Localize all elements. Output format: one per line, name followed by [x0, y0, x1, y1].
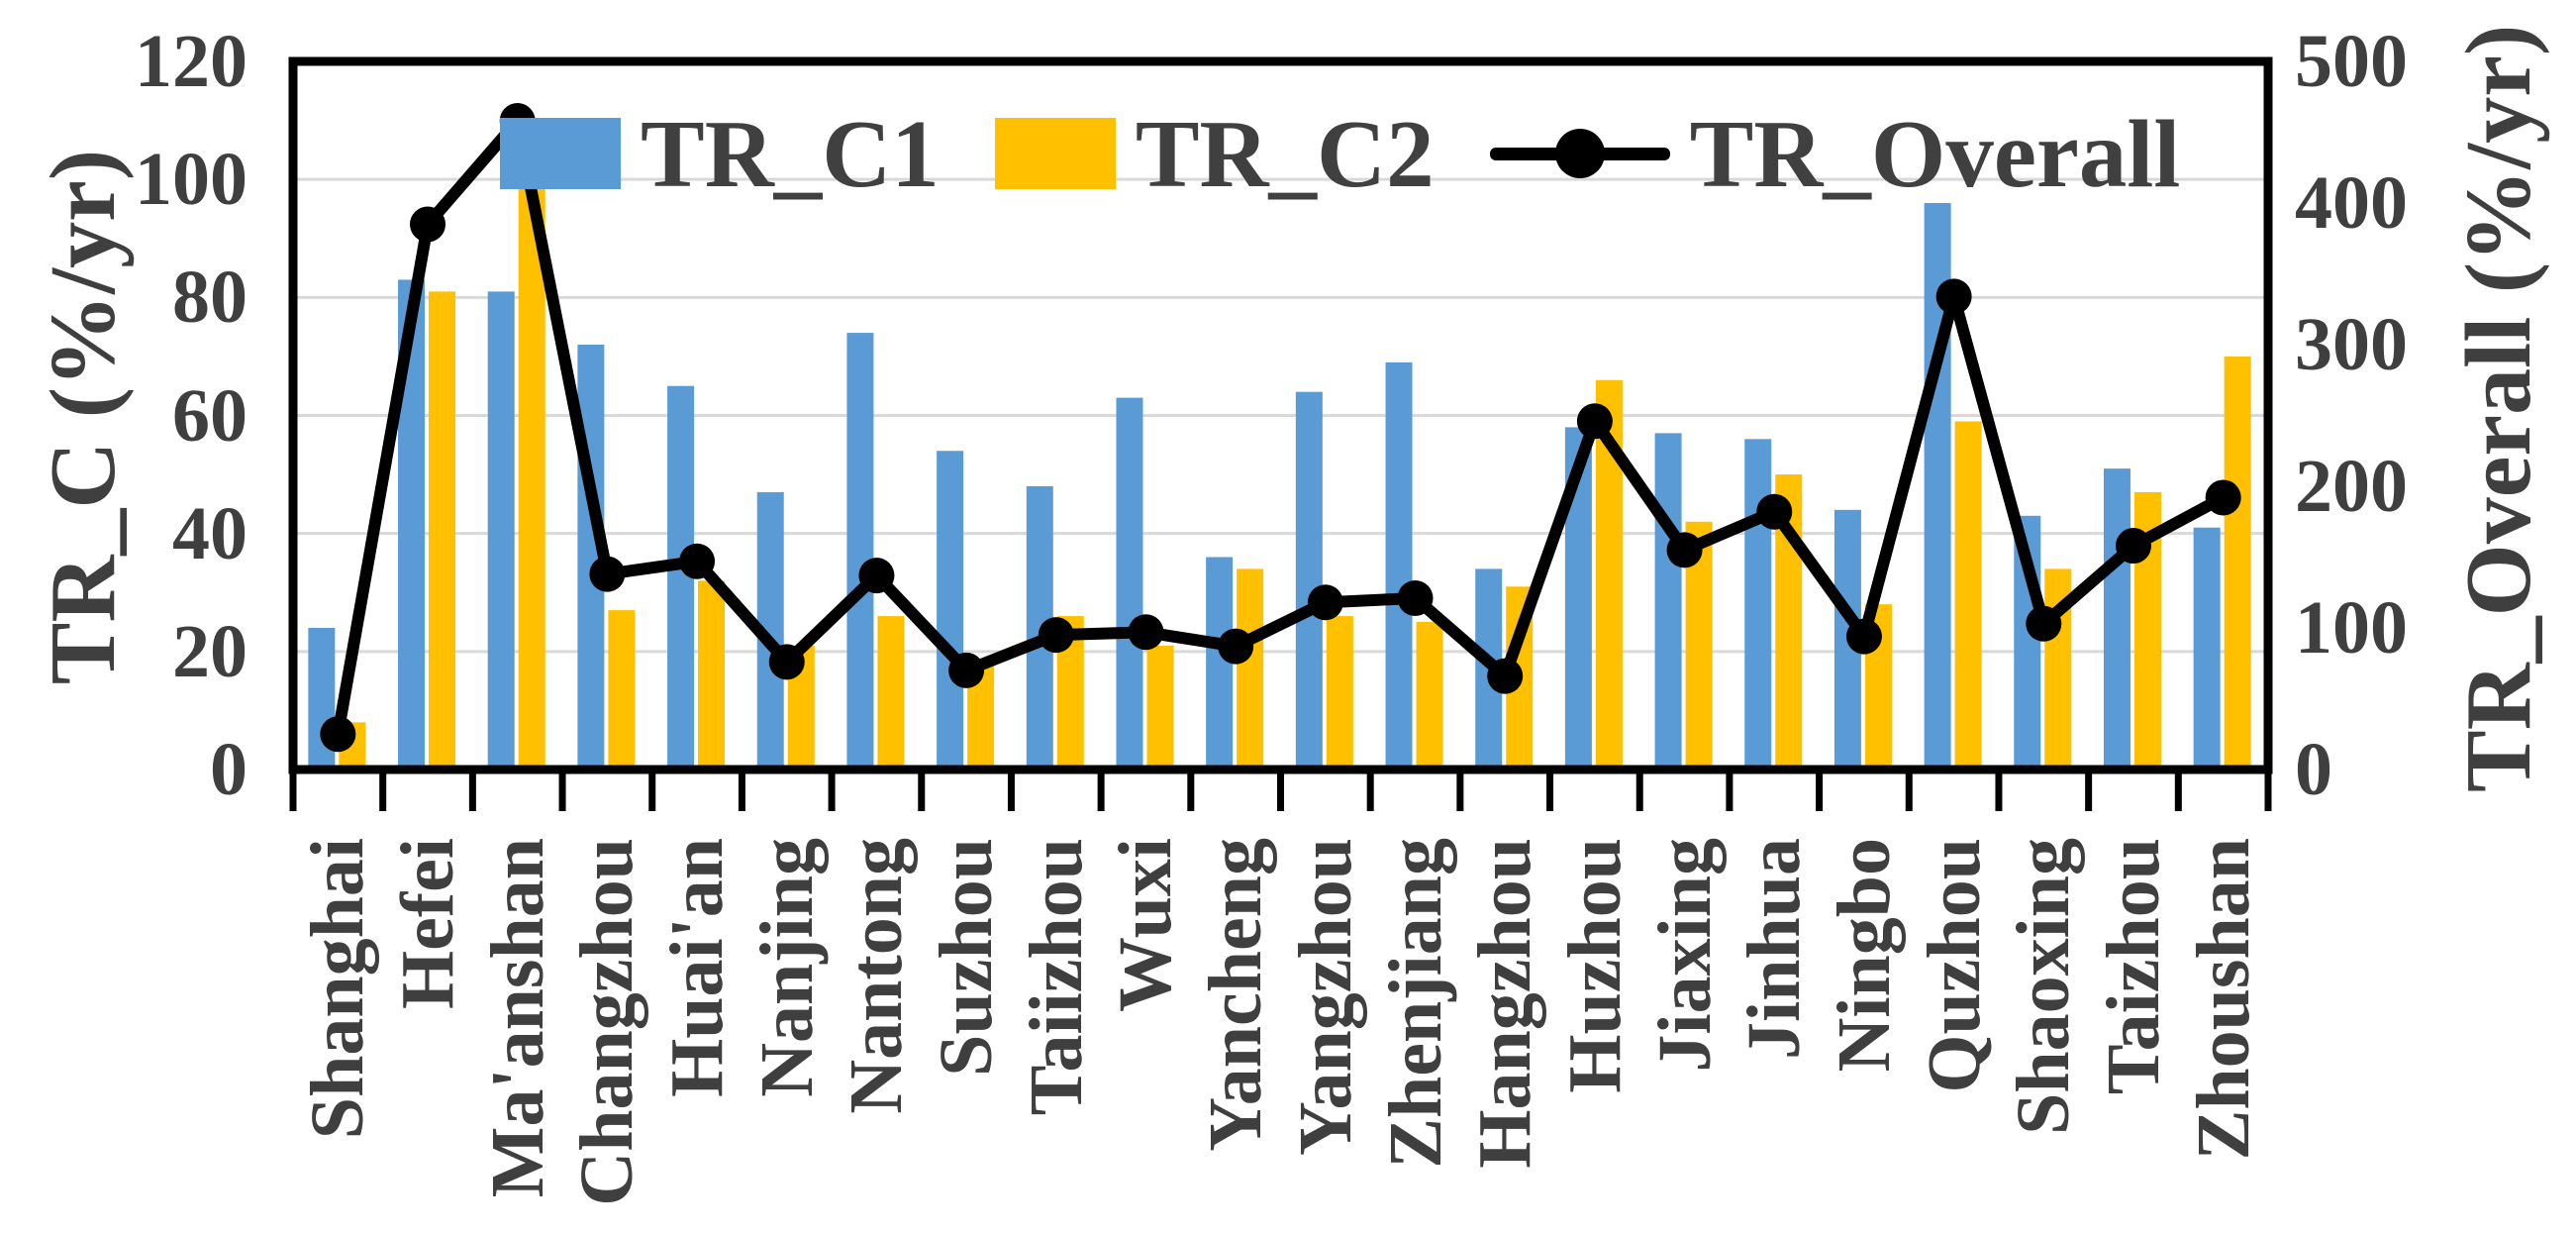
bar-tr_c1-yancheng	[1206, 557, 1234, 770]
line-marker-jiaxing	[1666, 532, 1703, 568]
x-label-nanjing: Nanjing	[744, 838, 829, 1097]
x-label-zhoushan: Zhoushan	[2181, 838, 2265, 1161]
legend: TR_C1 TR_C2 TR_Overall	[500, 95, 2180, 212]
bar-tr_c1-zhenjiang	[1385, 361, 1413, 770]
bar-tr_c2-yancheng	[1237, 568, 1264, 770]
line-marker-huaian	[679, 543, 716, 579]
legend-label-tr-overall: TR_Overall	[1689, 100, 2181, 207]
right-tick-100: 100	[2295, 586, 2408, 669]
x-label-wuxi: Wuxi	[1104, 838, 1188, 1013]
line-marker-taizhou	[2115, 528, 2151, 565]
bar-tr_c2-wuxi	[1146, 645, 1174, 770]
line-marker-ningbo	[1845, 618, 1882, 655]
bar-tr_c1-wuxi	[1116, 397, 1143, 770]
x-label-yancheng: Yancheng	[1194, 838, 1278, 1152]
x-label-suzhou: Suzhou	[925, 838, 1009, 1077]
x-label-jiaxing: Jiaxing	[1642, 838, 1727, 1073]
bar-tr_c2-yangzhou	[1326, 616, 1353, 770]
bar-tr_c1-suzhou	[937, 451, 964, 770]
legend-label-tr-c1: TR_C1	[641, 100, 940, 207]
right-tick-200: 200	[2295, 445, 2408, 528]
x-label-shaoxing: Shaoxing	[2002, 838, 2086, 1135]
x-label-hefei: Hefei	[386, 838, 470, 1010]
right-tick-500: 500	[2295, 20, 2408, 103]
left-tick-0: 0	[210, 728, 248, 811]
legend-swatch-tr-c2	[994, 118, 1116, 189]
line-marker-shaoxing	[2026, 605, 2062, 642]
legend-line-marker-icon	[1489, 124, 1670, 183]
line-marker-yancheng	[1218, 628, 1254, 665]
line-marker-hangzhou	[1487, 658, 1524, 694]
line-marker-taiizhou	[1038, 617, 1074, 654]
x-label-nantong: Nantong	[835, 838, 919, 1114]
bar-tr_c1-taizhou	[2103, 468, 2130, 770]
line-marker-zhenjiang	[1397, 579, 1434, 616]
left-tick-100: 100	[135, 138, 248, 222]
bar-tr_c1-zhoushan	[2193, 527, 2221, 770]
line-marker-nanjing	[768, 644, 805, 680]
x-label-quzhou: Quzhou	[1912, 838, 1996, 1093]
line-marker-zhoushan	[2205, 479, 2241, 516]
bar-tr_c2-zhoushan	[2224, 356, 2251, 770]
line-marker-hefei	[410, 206, 446, 243]
x-label-taizhou: Taizhou	[2091, 838, 2175, 1095]
bar-tr_c1-maanshan	[487, 291, 515, 770]
line-marker-changzhou	[589, 556, 626, 592]
left-tick-80: 80	[172, 256, 248, 340]
left-tick-20: 20	[172, 609, 248, 693]
x-label-maanshan: Ma'anshan	[475, 838, 559, 1198]
left-tick-120: 120	[135, 20, 248, 103]
left-tick-60: 60	[172, 373, 248, 458]
x-label-zhenjiang: Zhenjiang	[1373, 838, 1457, 1169]
line-marker-nantong	[858, 558, 895, 594]
line-marker-jinhua	[1756, 493, 1793, 530]
line-marker-shanghai	[320, 716, 356, 753]
bar-tr_c2-maanshan	[518, 179, 545, 770]
right-tick-0: 0	[2295, 728, 2332, 811]
bar-tr_c2-quzhou	[1954, 421, 1982, 770]
x-label-huzhou: Huzhou	[1552, 838, 1636, 1093]
left-tick-40: 40	[172, 491, 248, 575]
bar-tr_c2-huaian	[698, 580, 726, 770]
line-marker-wuxi	[1128, 614, 1164, 651]
right-tick-400: 400	[2295, 161, 2408, 245]
x-label-jinhua: Jinhua	[1733, 838, 1817, 1060]
right-tick-300: 300	[2295, 303, 2408, 386]
bar-tr_c1-nantong	[846, 333, 874, 770]
bar-tr_c1-jinhua	[1744, 439, 1772, 770]
bar-tr_c2-nantong	[877, 616, 905, 770]
x-label-yangzhou: Yangzhou	[1283, 838, 1367, 1156]
x-label-ningbo: Ningbo	[1822, 838, 1906, 1073]
bar-tr_c1-jiaxing	[1654, 433, 1682, 770]
bar-tr_c2-changzhou	[608, 610, 636, 770]
legend-swatch-tr-c1	[500, 118, 621, 189]
line-marker-yangzhou	[1307, 584, 1343, 621]
line-marker-suzhou	[948, 652, 985, 688]
x-label-taiizhou: Taiizhou	[1014, 838, 1098, 1116]
bar-tr_c1-yangzhou	[1295, 391, 1323, 770]
line-marker-huzhou	[1576, 403, 1613, 440]
line-marker-quzhou	[1935, 278, 1972, 315]
bar-tr_c2-zhenjiang	[1416, 622, 1443, 770]
x-label-huaian: Huai'an	[655, 838, 740, 1097]
bar-tr_c2-hefei	[429, 291, 456, 770]
x-label-changzhou: Changzhou	[565, 838, 649, 1206]
series-line-tr-overall	[332, 115, 2229, 741]
legend-label-tr-c2: TR_C2	[1135, 100, 1435, 207]
bar-tr_c1-huaian	[667, 385, 695, 770]
plot-frame	[288, 56, 2273, 774]
x-label-hangzhou: Hangzhou	[1463, 838, 1547, 1169]
x-label-shanghai: Shanghai	[296, 838, 380, 1140]
